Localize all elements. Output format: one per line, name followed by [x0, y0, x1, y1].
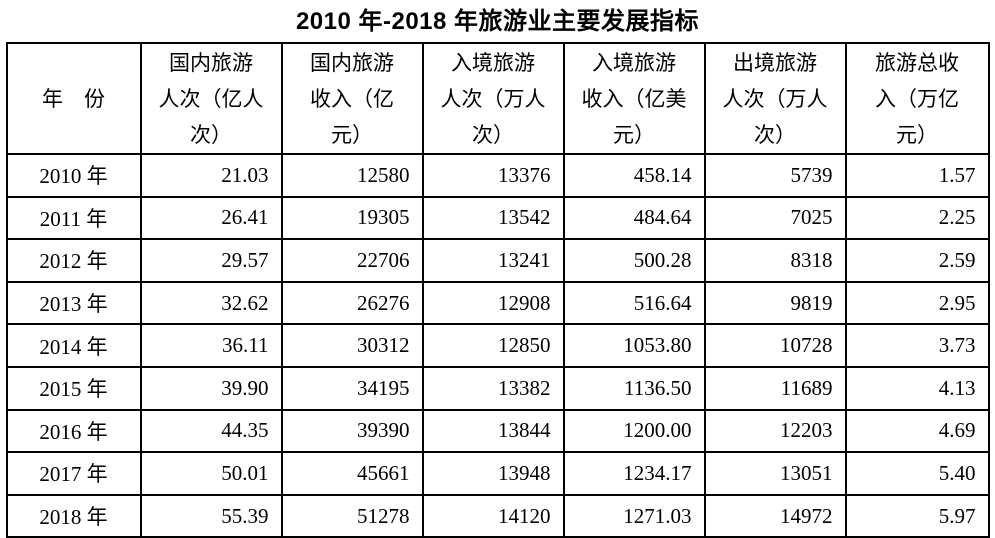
value-cell: 1200.00	[562, 408, 706, 454]
value-cell: 26.41	[139, 195, 283, 241]
value-cell: 1053.80	[562, 323, 706, 368]
column-header-inbound-trips: 入境旅游 人次（万人 次）	[421, 42, 565, 155]
value-cell: 36.11	[139, 323, 283, 368]
value-cell: 516.64	[562, 280, 706, 326]
column-header-domestic-trips: 国内旅游 人次（亿人 次）	[139, 42, 283, 155]
value-cell: 1136.50	[562, 365, 706, 411]
value-cell: 12850	[421, 323, 565, 368]
value-cell: 51278	[280, 493, 424, 538]
column-header-year: 年 份	[5, 42, 142, 155]
column-header-total-revenue: 旅游总收 入（万亿 元）	[844, 42, 990, 155]
value-cell: 50.01	[139, 451, 283, 496]
value-cell: 13382	[421, 365, 565, 411]
value-cell: 39.90	[139, 365, 283, 411]
page-title: 2010 年-2018 年旅游业主要发展指标	[295, 8, 700, 35]
value-cell: 39390	[280, 408, 424, 454]
year-cell: 2018 年	[5, 493, 142, 538]
value-cell: 500.28	[562, 238, 706, 283]
value-cell: 1271.03	[562, 493, 706, 538]
year-cell: 2013 年	[5, 280, 142, 326]
year-cell: 2011 年	[5, 195, 142, 241]
value-cell: 12580	[280, 153, 424, 198]
value-cell: 9819	[703, 280, 847, 326]
tourism-indicators-table: 年 份 国内旅游 人次（亿人 次） 国内旅游 收入（亿 元） 入境旅游 人次（万…	[5, 42, 990, 538]
value-cell: 34195	[280, 365, 424, 411]
value-cell: 12203	[703, 408, 847, 454]
value-cell: 1234.17	[562, 451, 706, 496]
value-cell: 458.14	[562, 153, 706, 198]
header-row: 年 份 国内旅游 人次（亿人 次） 国内旅游 收入（亿 元） 入境旅游 人次（万…	[5, 42, 990, 155]
year-cell: 2014 年	[5, 323, 142, 368]
year-cell: 2012 年	[5, 238, 142, 283]
table-row: 2018 年 55.39 51278 14120 1271.03 14972 5…	[5, 493, 990, 538]
value-cell: 13844	[421, 408, 565, 454]
value-cell: 32.62	[139, 280, 283, 326]
value-cell: 10728	[703, 323, 847, 368]
table-row: 2012 年 29.57 22706 13241 500.28 8318 2.5…	[5, 238, 990, 283]
value-cell: 2.25	[844, 195, 990, 241]
value-cell: 21.03	[139, 153, 283, 198]
year-cell: 2017 年	[5, 451, 142, 496]
column-header-inbound-revenue: 入境旅游 收入（亿美 元）	[562, 42, 706, 155]
value-cell: 484.64	[562, 195, 706, 241]
value-cell: 13051	[703, 451, 847, 496]
column-header-domestic-revenue: 国内旅游 收入（亿 元）	[280, 42, 424, 155]
value-cell: 45661	[280, 451, 424, 496]
value-cell: 12908	[421, 280, 565, 326]
value-cell: 13241	[421, 238, 565, 283]
value-cell: 14120	[421, 493, 565, 538]
table-row: 2017 年 50.01 45661 13948 1234.17 13051 5…	[5, 451, 990, 496]
value-cell: 5.97	[844, 493, 990, 538]
column-header-outbound-trips: 出境旅游 人次（万人 次）	[703, 42, 847, 155]
value-cell: 5.40	[844, 451, 990, 496]
value-cell: 19305	[280, 195, 424, 241]
value-cell: 5739	[703, 153, 847, 198]
year-cell: 2015 年	[5, 365, 142, 411]
year-cell: 2016 年	[5, 408, 142, 454]
table-row: 2011 年 26.41 19305 13542 484.64 7025 2.2…	[5, 195, 990, 241]
value-cell: 13948	[421, 451, 565, 496]
table-row: 2010 年 21.03 12580 13376 458.14 5739 1.5…	[5, 153, 990, 198]
table-row: 2013 年 32.62 26276 12908 516.64 9819 2.9…	[5, 280, 990, 326]
value-cell: 55.39	[139, 493, 283, 538]
value-cell: 26276	[280, 280, 424, 326]
value-cell: 14972	[703, 493, 847, 538]
value-cell: 4.69	[844, 408, 990, 454]
value-cell: 13542	[421, 195, 565, 241]
value-cell: 8318	[703, 238, 847, 283]
value-cell: 3.73	[844, 323, 990, 368]
value-cell: 1.57	[844, 153, 990, 198]
table-row: 2014 年 36.11 30312 12850 1053.80 10728 3…	[5, 323, 990, 368]
value-cell: 7025	[703, 195, 847, 241]
value-cell: 30312	[280, 323, 424, 368]
year-cell: 2010 年	[5, 153, 142, 198]
value-cell: 2.59	[844, 238, 990, 283]
value-cell: 13376	[421, 153, 565, 198]
table-row: 2015 年 39.90 34195 13382 1136.50 11689 4…	[5, 365, 990, 411]
value-cell: 22706	[280, 238, 424, 283]
value-cell: 29.57	[139, 238, 283, 283]
value-cell: 4.13	[844, 365, 990, 411]
value-cell: 44.35	[139, 408, 283, 454]
value-cell: 2.95	[844, 280, 990, 326]
value-cell: 11689	[703, 365, 847, 411]
table-row: 2016 年 44.35 39390 13844 1200.00 12203 4…	[5, 408, 990, 454]
